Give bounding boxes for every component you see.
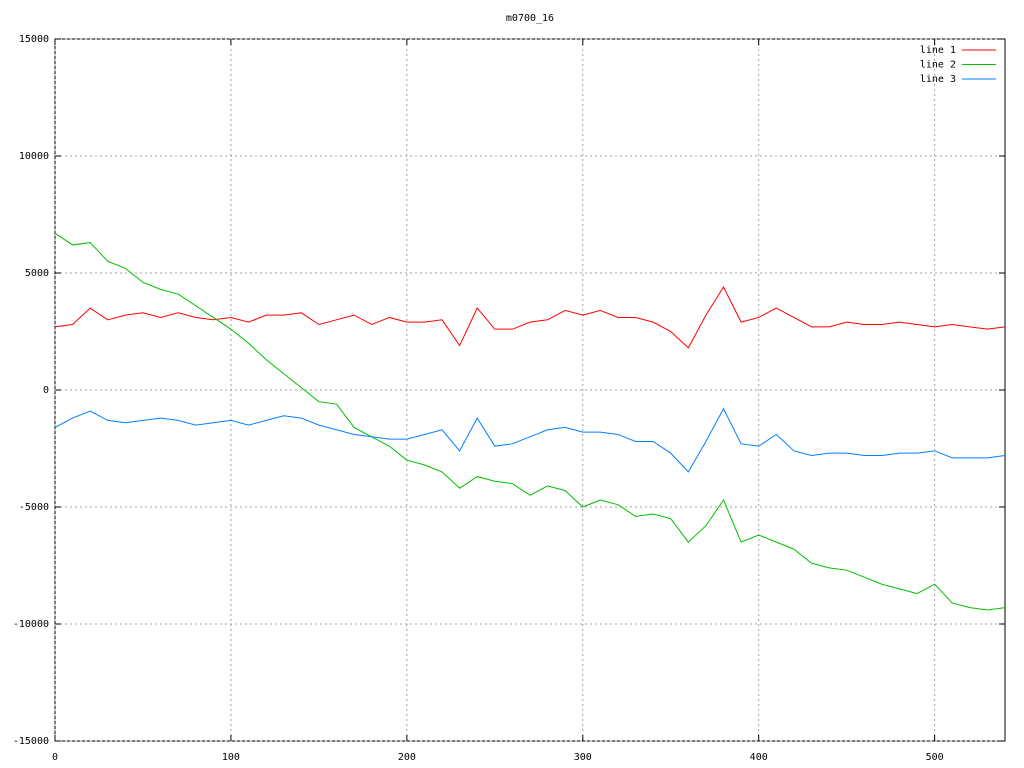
- y-tick-label: 15000: [19, 34, 49, 45]
- y-tick-label: -5000: [19, 502, 49, 513]
- legend-label: line 3: [920, 74, 956, 85]
- x-tick-label: 300: [574, 752, 592, 763]
- series-line: [54, 286, 1006, 349]
- y-tick-label: -15000: [13, 736, 49, 747]
- x-tick-label: 100: [222, 752, 240, 763]
- legend-label: line 1: [920, 45, 956, 56]
- legend-label: line 2: [920, 60, 956, 71]
- y-tick-label: 5000: [25, 268, 49, 279]
- x-tick-label: 0: [52, 752, 58, 763]
- x-tick-label: 500: [926, 752, 944, 763]
- y-tick-label: 0: [43, 385, 49, 396]
- x-tick-label: 400: [750, 752, 768, 763]
- series-line: [54, 232, 1006, 611]
- x-tick-label: 200: [398, 752, 416, 763]
- y-tick-label: -10000: [13, 619, 49, 630]
- chart-title: m0700_16: [506, 13, 554, 24]
- y-tick-label: 10000: [19, 151, 49, 162]
- series-line: [54, 407, 1006, 473]
